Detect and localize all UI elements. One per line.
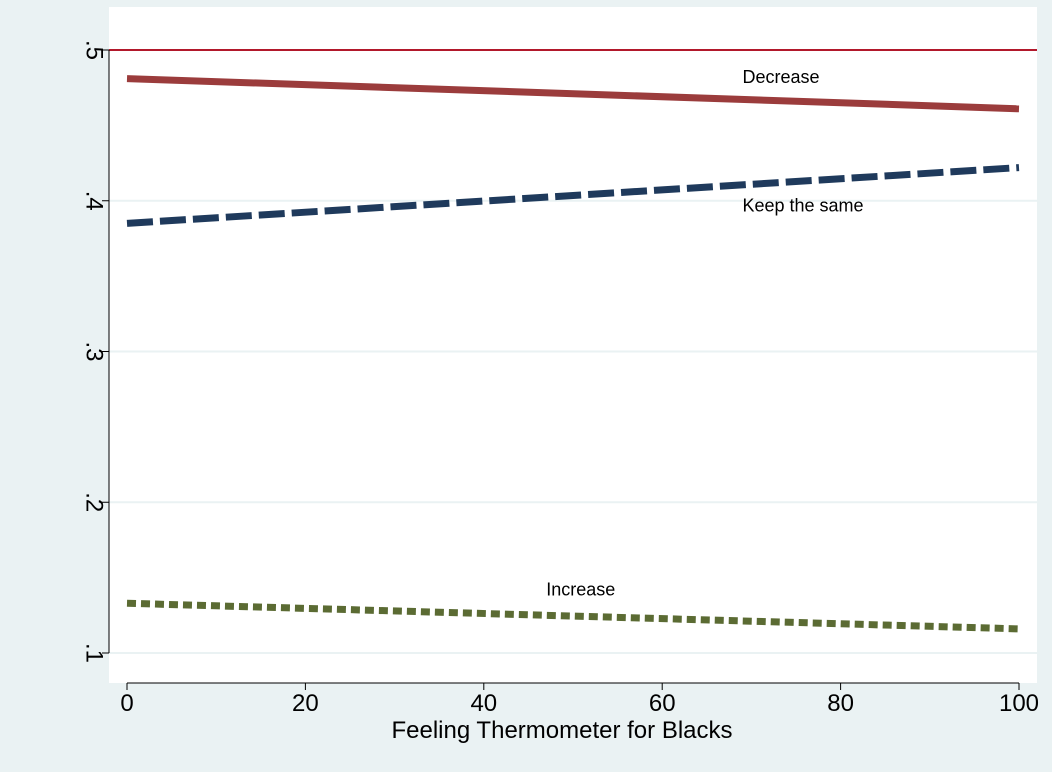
x-axis-title: Feeling Thermometer for Blacks <box>391 717 732 744</box>
x-tick-label-5: 100 <box>999 690 1039 717</box>
x-tick-label-2: 40 <box>470 690 497 717</box>
y-tick-label-0: .1 <box>81 643 108 663</box>
x-tick-label-1: 20 <box>292 690 319 717</box>
x-tick-label-4: 80 <box>827 690 854 717</box>
y-tick-label-3: .4 <box>81 191 108 211</box>
series-label-1: Keep the same <box>742 195 863 215</box>
series-line-0 <box>126 75 1020 113</box>
y-tick-label-2: .3 <box>81 341 108 361</box>
series-layer <box>126 75 1020 633</box>
series-line-2 <box>126 599 1020 633</box>
axes: 0 20 40 60 80 100 .1 .2 .3 .4 .5 <box>81 40 1039 717</box>
y-tick-label-4: .5 <box>81 40 108 60</box>
series-label-0: Decrease <box>742 67 819 87</box>
y-tick-label-1: .2 <box>81 492 108 512</box>
plot-area <box>109 7 1037 683</box>
series-label-2: Increase <box>546 580 615 600</box>
series-labels: Decrease Keep the same Increase <box>546 67 863 600</box>
x-tick-label-3: 60 <box>649 690 676 717</box>
series-line-1 <box>126 164 1020 227</box>
x-tick-label-0: 0 <box>120 690 133 717</box>
